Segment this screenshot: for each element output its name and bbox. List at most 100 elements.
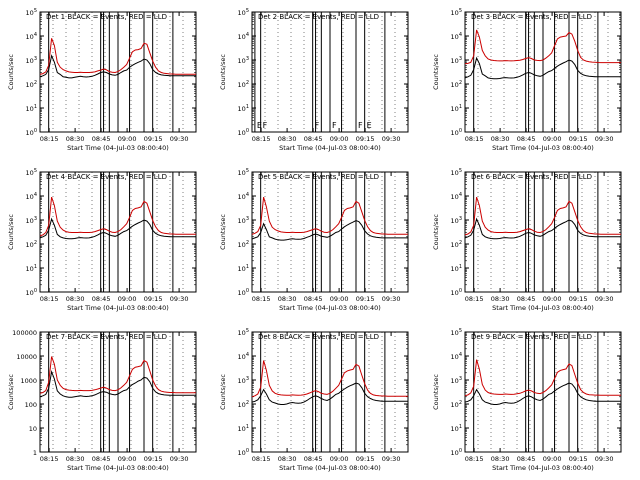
- x-tick-label: 08:45: [304, 135, 323, 143]
- y-tick-label: 105: [26, 8, 37, 17]
- y-tick-label: 102: [26, 240, 37, 249]
- y-tick-label: 103: [451, 56, 462, 65]
- flag-label: E: [367, 121, 372, 130]
- x-tick-label: 08:30: [66, 455, 85, 463]
- y-axis-label: Counts/sec: [7, 54, 15, 90]
- x-tick-label: 08:45: [92, 135, 111, 143]
- panel-title: Det 1 BLACK = Events, RED = LLD: [46, 13, 167, 21]
- panel-title: Det 3 BLACK = Events, RED = LLD: [471, 13, 592, 21]
- panel-title: Det 9 BLACK = Events, RED = LLD: [471, 333, 592, 341]
- y-tick-label: 100: [238, 288, 249, 297]
- x-tick-label: 09:15: [144, 455, 163, 463]
- y-tick-label: 103: [451, 216, 462, 225]
- x-tick-label: 09:30: [595, 135, 614, 143]
- x-axis-label: Start Time (04-Jul-03 08:00:40): [492, 144, 594, 152]
- x-tick-label: 09:00: [543, 295, 562, 303]
- y-axis-label: Counts/sec: [432, 214, 440, 250]
- panel-det-5: 100 101 102 103 104 105 Counts/sec 08:15 08:30 08…: [219, 168, 409, 312]
- x-tick-label: 08:45: [92, 295, 111, 303]
- y-tick-label: 1: [33, 449, 37, 457]
- x-tick-label: 08:15: [40, 455, 59, 463]
- x-tick-label: 09:15: [356, 295, 375, 303]
- y-tick-label: 101: [26, 104, 37, 113]
- x-tick-label: 08:15: [40, 135, 59, 143]
- x-tick-label: 09:00: [330, 295, 349, 303]
- y-tick-label: 100: [451, 288, 462, 297]
- y-tick-label: 101: [451, 424, 462, 433]
- panel-title: Det 8 BLACK = Events, RED = LLD: [258, 333, 379, 341]
- x-tick-label: 08:45: [304, 295, 323, 303]
- panel-det-4: 100 101 102 103 104 105 Counts/sec 08:15 08:30 08…: [7, 168, 197, 312]
- series-events-line: [39, 217, 196, 240]
- y-tick-label: 100: [451, 448, 462, 457]
- x-axis-label: Start Time (04-Jul-03 08:00:40): [67, 144, 169, 152]
- y-tick-label: 105: [238, 168, 249, 177]
- panel-det-8: 100 101 102 103 104 105 Counts/sec 08:15 08:30 08…: [219, 328, 409, 472]
- series-events-line: [251, 219, 408, 241]
- y-axis-label: Counts/sec: [7, 214, 15, 250]
- x-axis-label: Start Time (04-Jul-03 08:00:40): [279, 464, 381, 472]
- x-tick-label: 09:15: [144, 295, 163, 303]
- y-axis-label: Counts/sec: [219, 374, 227, 410]
- x-tick-label: 08:30: [278, 455, 297, 463]
- x-tick-label: 09:15: [569, 135, 588, 143]
- x-tick-label: 08:15: [40, 295, 59, 303]
- y-tick-label: 100: [238, 128, 249, 137]
- x-tick-label: 08:30: [491, 295, 510, 303]
- x-tick-label: 08:15: [252, 455, 271, 463]
- panel-title: Det 6 BLACK = Events, RED = LLD: [471, 173, 592, 181]
- panel-title: Det 7 BLACK = Events, RED = LLD: [46, 333, 167, 341]
- y-tick-label: 104: [451, 352, 462, 361]
- y-tick-label: 102: [451, 240, 462, 249]
- x-tick-label: 08:45: [304, 455, 323, 463]
- x-tick-label: 08:15: [252, 135, 271, 143]
- y-tick-label: 102: [451, 80, 462, 89]
- x-tick-label: 09:30: [382, 135, 401, 143]
- y-tick-label: 10: [29, 425, 37, 433]
- y-tick-label: 101: [451, 264, 462, 273]
- x-axis-label: Start Time (04-Jul-03 08:00:40): [67, 304, 169, 312]
- x-tick-label: 08:15: [465, 455, 484, 463]
- x-tick-label: 09:00: [330, 135, 349, 143]
- series-lld-line: [251, 360, 408, 398]
- x-tick-label: 09:30: [170, 135, 189, 143]
- y-tick-label: 1000: [20, 377, 37, 385]
- x-tick-label: 09:30: [382, 295, 401, 303]
- series-lld-line: [39, 38, 196, 75]
- x-tick-label: 08:45: [517, 135, 536, 143]
- series-events-line: [464, 217, 621, 240]
- y-tick-label: 100: [238, 448, 249, 457]
- series-lld-line: [39, 356, 196, 394]
- series-lld-line: [251, 196, 408, 235]
- series-events-line: [464, 382, 621, 405]
- flag-label: F: [332, 121, 337, 130]
- panel-det-1: 100 101 102 103 104 105 Counts/sec 08:15 08:30 08…: [7, 8, 197, 152]
- y-tick-label: 103: [26, 216, 37, 225]
- y-tick-label: 104: [451, 32, 462, 41]
- flag-label: F: [315, 121, 320, 130]
- x-tick-label: 08:30: [66, 135, 85, 143]
- y-tick-label: 104: [451, 192, 462, 201]
- y-tick-label: 103: [238, 216, 249, 225]
- x-tick-label: 08:30: [278, 135, 297, 143]
- panel-title: Det 4 BLACK = Events, RED = LLD: [46, 173, 167, 181]
- y-tick-label: 101: [26, 264, 37, 273]
- y-tick-label: 105: [451, 168, 462, 177]
- x-tick-label: 09:00: [118, 135, 137, 143]
- series-lld-line: [39, 196, 196, 237]
- y-tick-label: 101: [451, 104, 462, 113]
- x-tick-label: 09:00: [330, 455, 349, 463]
- y-tick-label: 102: [238, 80, 249, 89]
- x-axis-label: Start Time (04-Jul-03 08:00:40): [67, 464, 169, 472]
- y-tick-label: 105: [26, 168, 37, 177]
- y-tick-label: 100: [25, 401, 37, 409]
- y-tick-label: 100000: [12, 329, 37, 337]
- y-tick-label: 103: [26, 56, 37, 65]
- x-axis-label: Start Time (04-Jul-03 08:00:40): [492, 464, 594, 472]
- panel-det-6: 100 101 102 103 104 105 Counts/sec 08:15 08:30 08…: [432, 168, 622, 312]
- series-events-line: [464, 56, 621, 80]
- panel-det-7: 1 10 100 1000 10000 100000 Counts/sec 08:15 08:3…: [7, 329, 197, 472]
- y-tick-label: 104: [238, 352, 249, 361]
- y-tick-label: 105: [451, 328, 462, 337]
